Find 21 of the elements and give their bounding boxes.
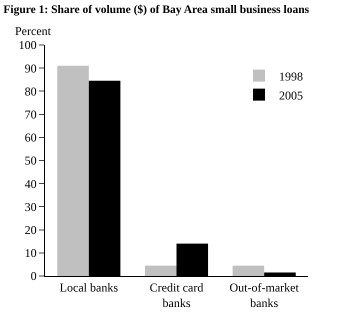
chart-title: Figure 1: Share of volume ($) of Bay Area small business loans — [3, 4, 310, 16]
x-tick-label: Out-of-market banks — [230, 280, 300, 310]
bar — [57, 66, 89, 276]
y-axis-title: Percent — [15, 24, 52, 38]
y-tick-label: 70 — [24, 108, 37, 122]
y-tick-label: 50 — [24, 154, 37, 168]
y-tick-label: 100 — [18, 38, 37, 52]
y-tick-label: 30 — [24, 200, 37, 214]
bar — [232, 266, 264, 276]
y-tick-label: 90 — [24, 61, 37, 76]
y-tick-label: 80 — [24, 84, 37, 98]
legend-label: 2005 — [279, 88, 303, 102]
x-tick-label: Credit card banks — [150, 280, 204, 310]
y-tick-label: 40 — [24, 176, 37, 191]
legend-label: 1998 — [279, 69, 303, 84]
bar — [144, 266, 176, 276]
x-tick-label: Local banks — [60, 280, 118, 294]
y-tick-label: 0 — [30, 269, 37, 284]
y-tick-label: 60 — [24, 130, 37, 145]
y-tick-label: 20 — [24, 223, 37, 237]
y-tick-label: 10 — [24, 246, 37, 260]
